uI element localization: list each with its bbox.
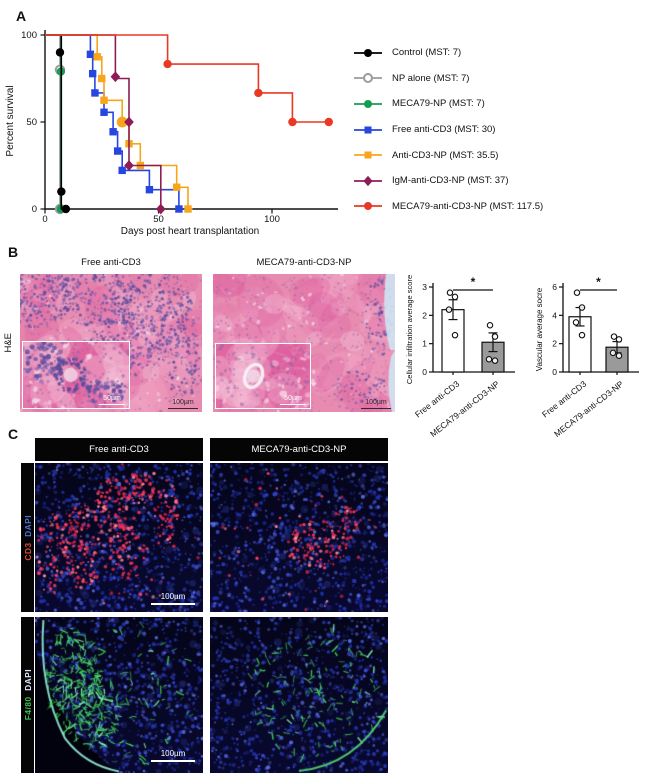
svg-text:50: 50 bbox=[153, 214, 164, 225]
scale-bar-50um: 50µm bbox=[280, 395, 306, 405]
he-row-label: H&E bbox=[2, 333, 14, 353]
svg-text:MECA79-anti-CD3-NP: MECA79-anti-CD3-NP bbox=[552, 378, 625, 438]
legend-label: IgM-anti-CD3-NP (MST: 37) bbox=[392, 175, 509, 187]
survival-chart: 0 50 100 0 50 100 Days post heart transplantat… bbox=[5, 30, 338, 237]
he-column-title-1: Free anti-CD3 bbox=[81, 257, 141, 268]
svg-text:Vascular average socre: Vascular average socre bbox=[535, 287, 544, 371]
svg-text:Percent survival: Percent survival bbox=[5, 85, 16, 156]
svg-text:0: 0 bbox=[552, 367, 557, 377]
if-column-header-1: Free anti-CD3 bbox=[35, 438, 203, 461]
legend-item-1: NP alone (MST: 7) bbox=[352, 66, 543, 92]
legend-item-0: Control (MST: 7) bbox=[352, 40, 543, 66]
scale-bar-100um: 100µm bbox=[361, 399, 391, 409]
panel-c-label: C bbox=[8, 426, 19, 442]
legend-label: NP alone (MST: 7) bbox=[392, 72, 470, 84]
legend-label: MECA79-anti-CD3-NP (MST: 117.5) bbox=[392, 200, 544, 212]
svg-text:Days post heart transplantatio: Days post heart transplantation bbox=[121, 226, 259, 237]
stain-label-cd3: CD3 bbox=[22, 542, 33, 561]
row-label-f480-dapi: F4/80 DAPI bbox=[21, 617, 34, 773]
if-cd3-meca79 bbox=[210, 463, 388, 612]
stain-label-f480: F4/80 bbox=[22, 696, 33, 721]
scale-bar-100um: 100µm bbox=[151, 592, 195, 605]
survival-legend: Control (MST: 7) NP alone (MST: 7) MECA79-… bbox=[352, 40, 543, 219]
legend-item-5: IgM-anti-CD3-NP (MST: 37) bbox=[352, 168, 543, 194]
he-column-title-2: MECA79-anti-CD3-NP bbox=[256, 257, 352, 268]
legend-item-6: MECA79-anti-CD3-NP (MST: 117.5) bbox=[352, 194, 543, 220]
stain-label-dapi: DAPI bbox=[22, 514, 33, 537]
svg-text:2: 2 bbox=[552, 339, 557, 349]
svg-text:0: 0 bbox=[422, 367, 427, 377]
svg-text:Cellular infiltration average: Cellular infiltration average score bbox=[405, 275, 414, 384]
panel-a-label: A bbox=[16, 8, 27, 24]
svg-text:0: 0 bbox=[32, 204, 37, 215]
svg-text:MECA79-anti-CD3-NP: MECA79-anti-CD3-NP bbox=[428, 378, 501, 438]
svg-text:6: 6 bbox=[552, 282, 557, 292]
legend-label: Free anti-CD3 (MST: 30) bbox=[392, 124, 496, 136]
row-label-cd3-dapi: CD3 DAPI bbox=[21, 463, 34, 612]
svg-text:2: 2 bbox=[422, 310, 427, 320]
if-f480-meca79 bbox=[210, 617, 388, 773]
legend-item-2: MECA79-NP (MST: 7) bbox=[352, 91, 543, 117]
if-column-header-2: MECA79-anti-CD3-NP bbox=[210, 438, 388, 461]
legend-item-3: Free anti-CD3 (MST: 30) bbox=[352, 117, 543, 143]
if-f480-free-anti-cd3: 100µm bbox=[35, 617, 203, 773]
svg-text:3: 3 bbox=[422, 282, 427, 292]
scale-bar-100um: 100µm bbox=[168, 399, 198, 409]
svg-text:100: 100 bbox=[264, 214, 280, 225]
svg-text:50: 50 bbox=[26, 117, 37, 128]
legend-item-4: Anti-CD3-NP (MST: 35.5) bbox=[352, 142, 543, 168]
scale-bar-50um: 50µm bbox=[99, 395, 125, 405]
he-image-free-anti-cd3: 50µm 100µm bbox=[20, 274, 202, 412]
he-image-meca79: 50µm 100µm bbox=[213, 274, 395, 412]
legend-label: Control (MST: 7) bbox=[392, 47, 462, 59]
he-inset-1: 50µm bbox=[22, 341, 130, 409]
svg-text:4: 4 bbox=[552, 310, 557, 320]
he-inset-2: 50µm bbox=[215, 343, 311, 409]
legend-label: Anti-CD3-NP (MST: 35.5) bbox=[392, 149, 499, 161]
svg-text:0: 0 bbox=[42, 214, 47, 225]
svg-text:1: 1 bbox=[422, 339, 427, 349]
panel-b-label: B bbox=[8, 244, 19, 260]
scale-bar-100um: 100µm bbox=[151, 749, 195, 762]
svg-text:*: * bbox=[596, 275, 601, 289]
stain-label-dapi: DAPI bbox=[22, 669, 33, 692]
svg-text:*: * bbox=[471, 275, 476, 289]
if-cd3-free-anti-cd3: 100µm bbox=[35, 463, 203, 612]
svg-text:100: 100 bbox=[21, 30, 37, 41]
legend-label: MECA79-NP (MST: 7) bbox=[392, 98, 485, 110]
